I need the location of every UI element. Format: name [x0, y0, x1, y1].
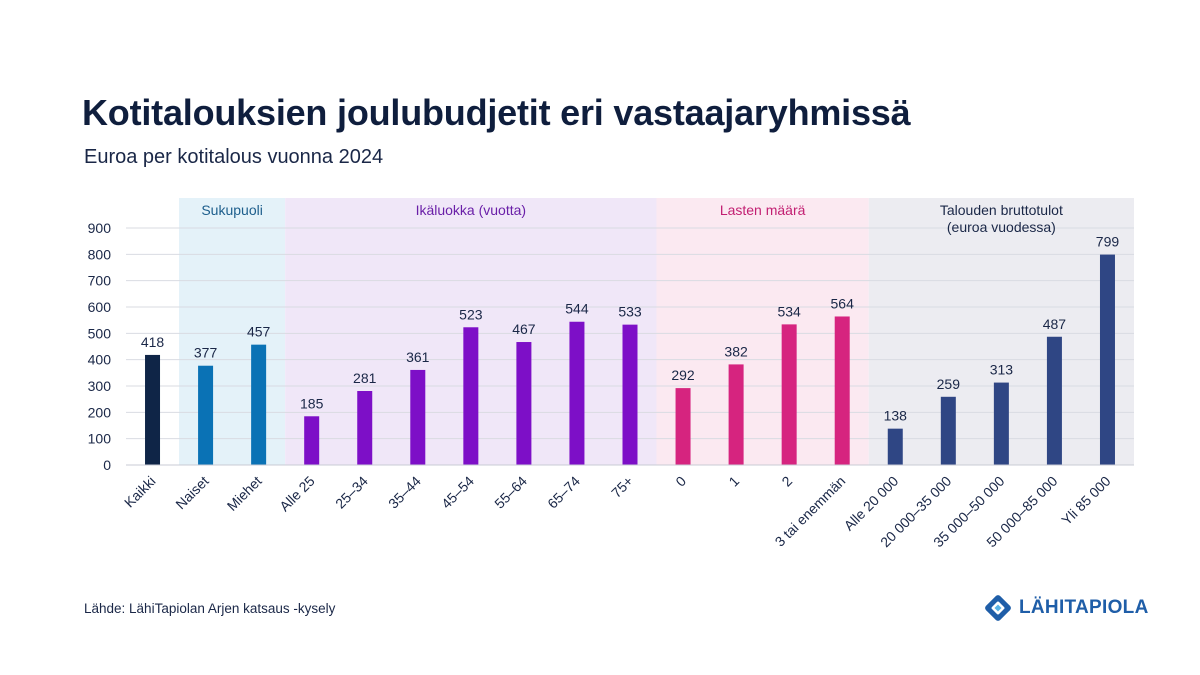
x-tick-label: 2	[778, 473, 795, 490]
bar	[622, 324, 638, 465]
data-label: 799	[1096, 234, 1120, 250]
data-label: 467	[512, 321, 536, 337]
bar-chart: 0 100 200 300 400 500 600 700 800 900 Sukupuoli Ikä…	[88, 198, 1134, 550]
data-label: 259	[937, 376, 961, 392]
y-tick-label: 200	[88, 404, 112, 420]
bar	[357, 391, 373, 465]
bar	[516, 342, 532, 465]
y-tick-label: 600	[88, 299, 112, 315]
brand-logo: LÄHITAPIOLA	[983, 593, 1149, 623]
data-label: 487	[1043, 316, 1067, 332]
group-band	[179, 198, 286, 465]
y-tick-label: 400	[88, 352, 112, 368]
y-tick-label: 500	[88, 325, 112, 341]
x-tick-label: 55–64	[491, 473, 530, 512]
data-label: 564	[831, 295, 855, 311]
y-tick-label: 300	[88, 378, 112, 394]
bar	[569, 321, 585, 465]
data-label: 361	[406, 349, 430, 365]
data-label: 313	[990, 362, 1014, 378]
x-tick-label: Alle 25	[276, 473, 318, 515]
data-label: 418	[141, 334, 165, 350]
chart-subtitle: Euroa per kotitalous vuonna 2024	[84, 146, 384, 168]
bar	[1046, 336, 1062, 465]
data-label: 185	[300, 395, 324, 411]
data-label: 281	[353, 370, 377, 386]
y-tick-label: 900	[88, 220, 112, 236]
x-tick-label: Kaikki	[121, 473, 159, 511]
brand-name: LÄHITAPIOLA	[1019, 597, 1149, 618]
group-label: Ikäluokka (vuotta)	[416, 202, 527, 218]
data-label: 292	[671, 367, 695, 383]
data-label: 382	[724, 343, 748, 359]
bar	[463, 327, 479, 465]
bar	[887, 428, 903, 465]
data-label: 544	[565, 301, 589, 317]
chart-title: Kotitalouksien joulubudjetit eri vastaaj…	[82, 92, 911, 133]
data-label: 533	[618, 304, 642, 320]
data-label: 457	[247, 324, 271, 340]
y-tick-label: 0	[103, 457, 111, 473]
x-tick-label: 1	[725, 473, 742, 490]
x-tick-label: Naiset	[172, 473, 211, 512]
source-note: Lähde: LähiTapiolan Arjen katsaus -kysel…	[84, 601, 336, 616]
x-tick-label: 35–44	[385, 473, 424, 512]
bar	[251, 344, 267, 465]
data-label: 534	[777, 303, 801, 319]
x-tick-label: Miehet	[224, 473, 265, 514]
y-tick-label: 700	[88, 273, 112, 289]
group-label: (euroa vuodessa)	[947, 219, 1056, 235]
x-tick-label: 65–74	[544, 473, 583, 512]
bar	[675, 388, 691, 465]
data-label: 377	[194, 345, 218, 361]
bar	[781, 324, 797, 465]
bar	[940, 396, 956, 465]
bar	[304, 416, 320, 465]
x-tick-label: 3 tai enemmän	[772, 473, 849, 550]
group-label: Lasten määrä	[720, 202, 806, 218]
x-tick-label: Yli 85 000	[1058, 473, 1113, 528]
x-tick-label: 75+	[608, 473, 636, 501]
x-tick-label: 0	[672, 473, 689, 490]
bar	[410, 369, 426, 465]
data-label: 523	[459, 306, 483, 322]
group-band	[656, 198, 869, 465]
group-label: Sukupuoli	[201, 202, 263, 218]
y-tick-label: 100	[88, 431, 112, 447]
y-tick-label: 800	[88, 246, 112, 262]
bar	[728, 364, 744, 465]
bar	[1099, 254, 1115, 465]
x-tick-label: 25–34	[332, 473, 371, 512]
bar	[993, 382, 1009, 465]
bar	[198, 365, 214, 465]
bar	[834, 316, 850, 465]
bar	[145, 354, 161, 465]
lahitapiola-logo-icon	[985, 595, 1011, 621]
group-label: Talouden bruttotulot	[940, 202, 1063, 218]
x-tick-label: 45–54	[438, 473, 477, 512]
data-label: 138	[884, 408, 908, 424]
